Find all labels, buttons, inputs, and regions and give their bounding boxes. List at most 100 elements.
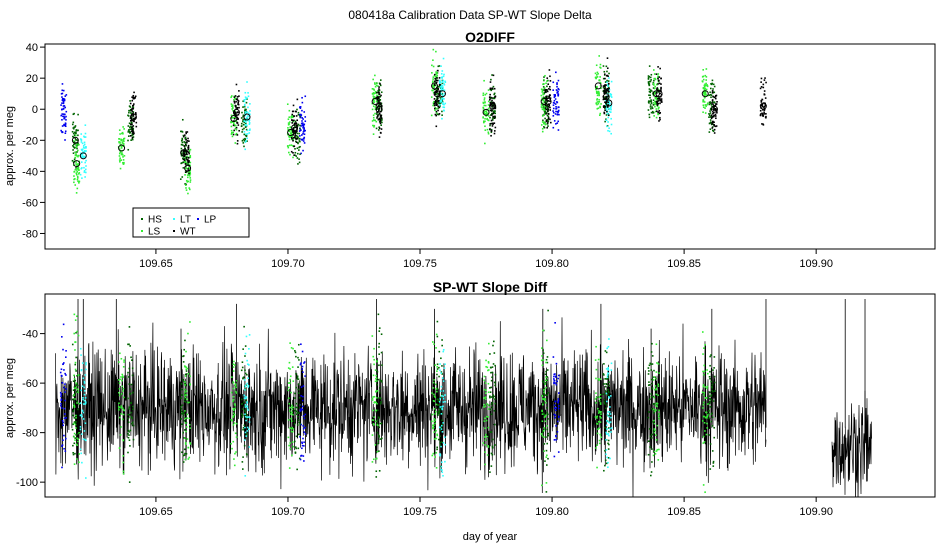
o2diff-point-wt: [608, 90, 610, 93]
slope-diff-point-ls: [658, 417, 660, 420]
o2diff-point-hs: [75, 131, 77, 134]
slope-diff-point-ls: [596, 417, 598, 419]
slope-diff-point-ls: [596, 422, 598, 425]
o2diff-point-lp: [556, 122, 559, 124]
slope-diff-point-ls: [653, 428, 656, 430]
o2diff-point-lt: [246, 116, 248, 119]
o2diff-point-ls: [655, 103, 657, 106]
slope-diff-point-ls: [546, 339, 548, 342]
o2diff-point-wt: [657, 102, 660, 105]
o2diff-point-hs: [489, 97, 492, 100]
slope-diff-point-lp: [300, 362, 302, 364]
slope-diff-point-hs: [604, 378, 606, 380]
o2diff-point-lt: [442, 95, 444, 97]
o2diff-point-ls: [704, 96, 706, 99]
o2diff-point-hs: [180, 130, 183, 133]
o2diff-point-hs: [648, 116, 651, 119]
o2diff-point-ls: [122, 126, 124, 128]
o2diff-point-hs: [184, 183, 186, 185]
slope-diff-point-lt: [248, 364, 250, 366]
slope-diff-point-lt: [442, 422, 444, 424]
o2diff-point-hs: [129, 106, 132, 108]
o2diff-point-hs: [184, 147, 186, 149]
slope-diff-point-ls: [290, 418, 292, 420]
slope-diff-point-hs: [709, 400, 711, 403]
o2diff-point-wt: [714, 115, 717, 117]
o2diff-point-ls: [184, 184, 187, 186]
o2diff-point-wt: [762, 86, 765, 89]
o2diff-point-wt: [236, 106, 239, 109]
o2diff-point-wt: [765, 115, 767, 118]
slope-diff-point-ls: [435, 437, 438, 440]
o2diff-point-wt: [660, 87, 662, 90]
slope-diff-point-hs: [546, 394, 549, 397]
o2diff-point-lt: [83, 135, 85, 138]
slope-diff-point-hs: [294, 351, 297, 354]
slope-diff-point-hs: [378, 450, 380, 452]
o2diff-point-ls: [657, 75, 659, 78]
slope-diff-point-ls: [185, 394, 188, 396]
slope-diff-line: [55, 317, 767, 497]
o2diff-point-ls: [232, 122, 235, 125]
slope-diff-cluster-hs: [708, 354, 716, 470]
slope-diff-point-lt: [249, 416, 251, 419]
o2diff-point-hs: [650, 73, 653, 76]
o2diff-point-hs: [298, 132, 300, 135]
o2diff-point-wt: [132, 131, 134, 134]
o2diff-point-wt: [133, 103, 135, 105]
slope-diff-point-hs: [713, 436, 716, 439]
slope-diff-point-ls: [235, 392, 238, 394]
o2diff-point-ls: [655, 83, 658, 86]
o2diff-point-lt: [440, 87, 443, 89]
o2diff-point-hs: [543, 76, 545, 78]
slope-diff-point-ls: [432, 424, 434, 427]
o2diff-point-lt: [442, 103, 444, 105]
slope-diff-point-ls: [289, 406, 291, 409]
o2diff-point-lp: [556, 83, 558, 86]
slope-diff-point-hs: [131, 421, 134, 424]
slope-diff-point-ls: [289, 447, 292, 450]
o2diff-point-lp: [555, 107, 558, 110]
slope-diff-point-ls: [656, 405, 658, 408]
slope-diff-point-hs: [298, 421, 301, 424]
slope-diff-point-lt: [444, 363, 446, 366]
o2diff-point-wt: [293, 122, 296, 125]
o2diff-point-ls: [287, 127, 289, 129]
slope-diff-point-lp: [300, 343, 302, 346]
slope-diff-point-lp: [63, 369, 65, 371]
o2diff-point-ls: [371, 120, 374, 122]
o2diff-point-wt: [547, 83, 550, 85]
slope-diff-point-ls: [231, 419, 234, 422]
o2diff-point-ls: [118, 159, 121, 161]
o2diff-cluster-wt: [602, 57, 610, 117]
o2diff-point-ls: [120, 147, 123, 149]
slope-diff-point-hs: [712, 460, 715, 463]
o2diff-point-wt: [437, 105, 440, 108]
slope-diff-point-ls: [433, 343, 435, 345]
slope-diff-point-hs: [438, 366, 440, 369]
slope-diff-point-lp: [299, 436, 301, 438]
slope-diff-point-lt: [444, 394, 446, 396]
slope-diff-point-ls: [485, 359, 487, 362]
o2diff-point-ls: [290, 115, 293, 118]
slope-diff-point-ls: [288, 361, 291, 364]
o2diff-point-hs: [182, 151, 185, 154]
o2diff-point-lp: [302, 126, 304, 129]
o2diff-point-hs: [650, 107, 652, 110]
slope-diff-point-hs: [603, 363, 605, 365]
slope-diff-point-hs: [436, 398, 438, 401]
o2diff-point-wt: [760, 77, 763, 80]
o2diff-point-ls: [73, 181, 75, 184]
slope-diff-point-ls: [288, 402, 291, 405]
o2diff-point-hs: [649, 90, 652, 93]
slope-diff-point-lp: [303, 445, 305, 447]
o2diff-point-lp: [557, 94, 559, 96]
slope-diff-point-hs: [183, 380, 185, 383]
o2diff-point-ls: [432, 59, 434, 62]
o2diff-point-ls: [654, 78, 657, 81]
slope-diff-point-ls: [185, 390, 188, 392]
slope-diff-point-lt: [607, 346, 610, 348]
slope-diff-point-ls: [78, 453, 80, 455]
o2diff-point-hs: [492, 110, 495, 113]
o2diff-point-wt: [133, 117, 135, 120]
